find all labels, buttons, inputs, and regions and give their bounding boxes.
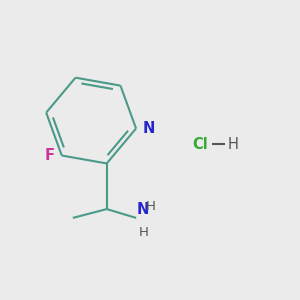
Text: H: H	[228, 136, 239, 152]
Text: Cl: Cl	[193, 136, 208, 152]
Text: H: H	[146, 200, 156, 214]
Text: N: N	[137, 202, 149, 217]
Text: N: N	[142, 121, 155, 136]
Text: F: F	[44, 148, 54, 163]
Text: H: H	[139, 226, 149, 239]
